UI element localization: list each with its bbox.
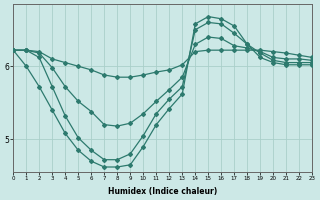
X-axis label: Humidex (Indice chaleur): Humidex (Indice chaleur) bbox=[108, 187, 217, 196]
